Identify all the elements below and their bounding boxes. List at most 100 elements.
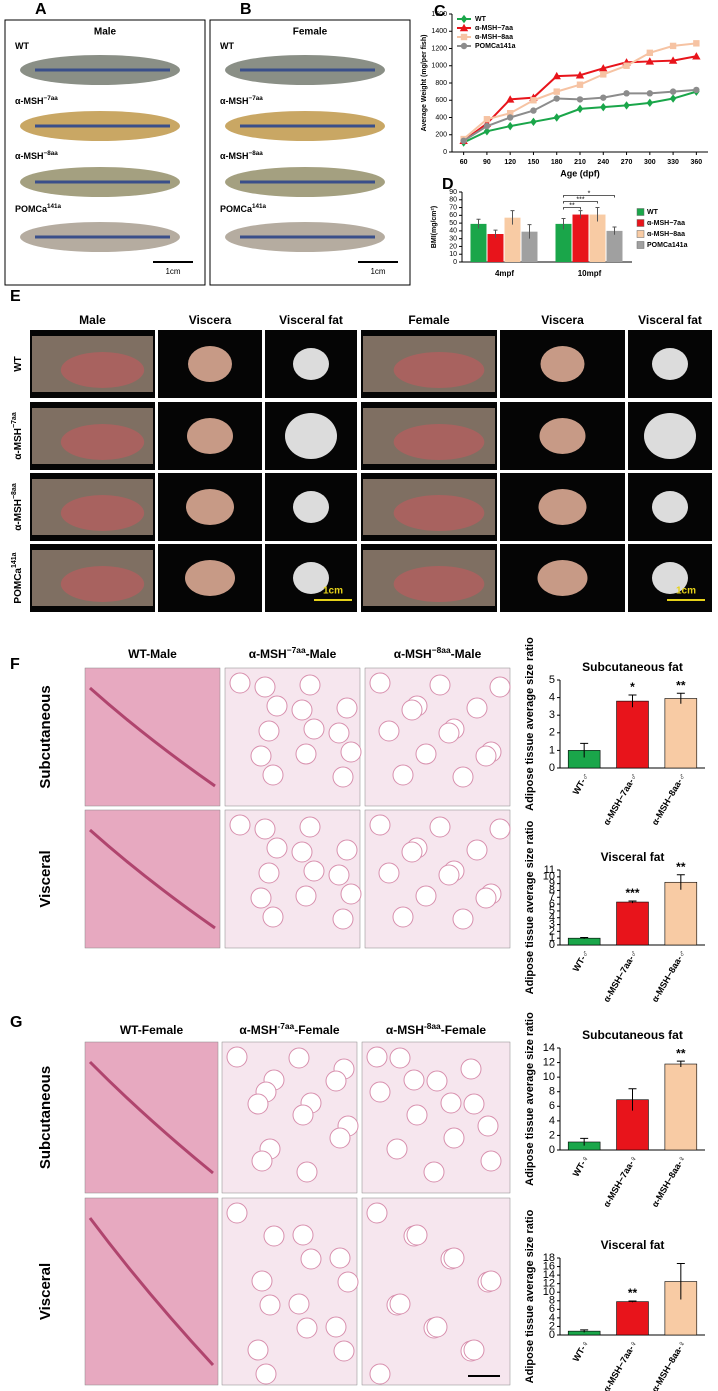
- adipocyte: [251, 1150, 273, 1172]
- adipocyte: [263, 1225, 285, 1247]
- adipocyte: [262, 764, 284, 786]
- row-label: α-MSH−8aa: [11, 483, 24, 531]
- superscript: −7aa: [249, 95, 264, 102]
- significance-label: *: [630, 680, 635, 694]
- adipocyte: [366, 1046, 388, 1068]
- legend-swatch: [636, 208, 645, 216]
- point: [646, 98, 654, 108]
- error-bar: [628, 694, 637, 708]
- y-tick-label: 400: [435, 114, 447, 121]
- label-text: WT-Male: [128, 647, 177, 661]
- y-tick-label: 14: [543, 1042, 555, 1054]
- error-bar: [595, 207, 600, 222]
- y-tick-label: 1: [549, 932, 555, 944]
- scale-label: 1cm: [370, 267, 385, 276]
- y-tick-label: 6: [549, 1303, 555, 1315]
- adipocyte: [440, 1092, 462, 1114]
- adipocyte: [329, 1127, 351, 1149]
- label-text: -Male: [306, 647, 337, 661]
- point: [460, 137, 467, 144]
- point: [623, 101, 630, 110]
- fat: [644, 413, 696, 459]
- point: [460, 14, 468, 24]
- point: [576, 81, 584, 88]
- error-bar: [578, 210, 583, 219]
- point: [576, 96, 584, 103]
- adipocyte: [259, 1294, 281, 1316]
- adipocyte: [438, 864, 460, 886]
- y-tick-label: 0: [443, 149, 447, 156]
- row-label: POMCa141a: [15, 203, 62, 215]
- row-label: POMCa141a: [220, 203, 267, 215]
- significance-label: **: [676, 678, 686, 692]
- point: [505, 95, 515, 103]
- y-tick-label: 60: [449, 212, 457, 219]
- label-text: α-MSH: [13, 499, 24, 531]
- row-label: Visceral: [37, 850, 54, 907]
- point: [692, 52, 701, 60]
- x-tick-label: 180: [551, 159, 563, 166]
- adipocyte: [401, 699, 423, 721]
- y-tick-label: 8: [549, 1295, 555, 1307]
- column-header: WT-Male: [128, 647, 177, 661]
- point: [483, 127, 491, 136]
- adipocyte: [250, 887, 272, 909]
- y-tick-label: 0: [549, 1329, 555, 1341]
- adipocyte: [489, 818, 511, 840]
- point: [600, 71, 607, 78]
- adipocyte: [336, 697, 358, 719]
- y-tick-label: 50: [449, 220, 457, 227]
- y-tick-label: 600: [435, 97, 447, 104]
- error-bar: [676, 1263, 685, 1300]
- significance-bracket: [563, 207, 581, 210]
- organs: [393, 352, 485, 388]
- error-bar: [676, 1060, 685, 1067]
- adipocyte: [340, 883, 362, 905]
- adipocyte: [392, 764, 414, 786]
- row-label: Subcutaneous: [37, 685, 54, 788]
- adipocyte: [403, 1069, 425, 1091]
- point: [669, 88, 677, 95]
- row-label: WT: [13, 356, 24, 372]
- x-tick-label: 360: [691, 159, 703, 166]
- adipocyte: [300, 1248, 322, 1270]
- bar: [616, 1301, 649, 1336]
- error-bar: [628, 1300, 637, 1303]
- column-header: Female: [408, 313, 450, 327]
- point: [693, 86, 700, 94]
- row-label: α-MSH−7aa: [220, 95, 263, 107]
- point: [506, 121, 514, 131]
- row-label: α-MSH−8aa: [15, 150, 58, 162]
- superscript: −8aa: [44, 150, 59, 157]
- adipocyte: [466, 839, 488, 861]
- x-tick-label: 240: [597, 159, 609, 166]
- y-tick-label: 0: [453, 259, 457, 266]
- viscera: [186, 489, 234, 525]
- y-tick-label: 8: [549, 884, 555, 896]
- panel-label: B: [240, 1, 252, 18]
- label-text: α-MSH: [15, 151, 44, 161]
- y-axis-label: Adipose tissue average size ratio: [524, 820, 536, 994]
- adipocyte: [369, 1363, 391, 1385]
- adipocyte: [477, 1115, 499, 1137]
- y-tick-label: 4: [549, 1312, 555, 1324]
- y-tick-label: 90: [449, 189, 457, 196]
- significance-bracket: [563, 201, 598, 204]
- adipocyte: [226, 1202, 248, 1224]
- point: [693, 40, 700, 47]
- y-tick-label: 18: [543, 1252, 555, 1264]
- histology-image: [84, 667, 221, 807]
- point: [623, 90, 630, 97]
- x-tick-label: α-MSH−7aa-♀: [601, 1338, 639, 1391]
- adipocyte: [415, 743, 437, 765]
- adipocyte: [480, 1270, 502, 1292]
- error-bar: [510, 210, 515, 225]
- point: [600, 94, 607, 101]
- point: [506, 114, 514, 121]
- y-tick-label: 1600: [431, 11, 447, 18]
- adipocyte: [333, 1340, 355, 1362]
- adipocyte: [325, 1316, 347, 1338]
- adipocyte: [250, 745, 272, 767]
- significance-label: ***: [625, 886, 639, 900]
